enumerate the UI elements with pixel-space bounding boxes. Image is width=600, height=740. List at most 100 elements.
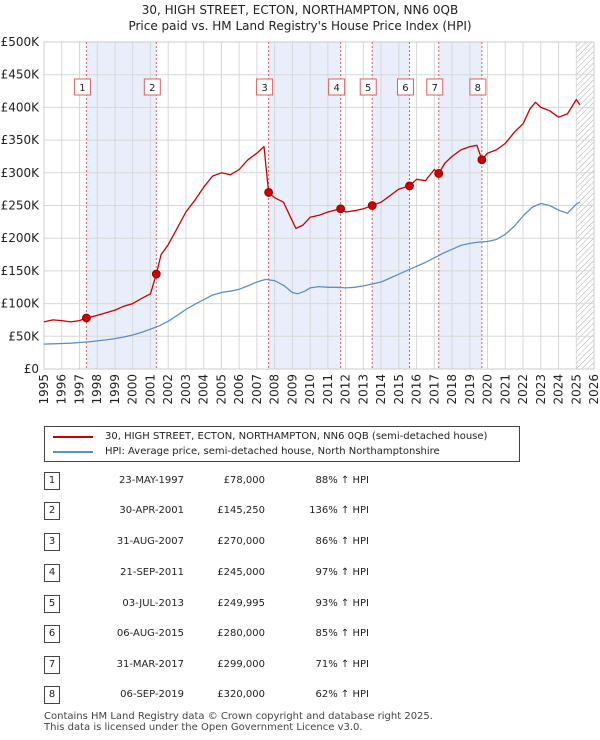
y-tick-label: £0: [24, 362, 39, 376]
sale-price: £245,000: [217, 567, 265, 578]
sale-date: 06-AUG-2015: [116, 628, 184, 639]
x-tick-label: 2006: [232, 374, 246, 405]
x-tick-label: 2025: [569, 374, 583, 405]
x-tick-label: 2023: [534, 374, 548, 405]
sale-hpi-change: 86% ↑ HPI: [315, 536, 369, 547]
sale-price: £270,000: [217, 536, 265, 547]
x-tick-label: 2018: [445, 374, 459, 405]
footer-copyright: Contains HM Land Registry data © Crown c…: [44, 711, 433, 722]
y-tick-label: £500K: [1, 35, 41, 49]
table-row: 1 23-MAY-1997 £78,000 88% ↑ HPI: [44, 472, 564, 490]
x-tick-label: 2004: [197, 374, 211, 405]
x-tick-label: 2019: [463, 374, 477, 405]
sale-number-badge: 7: [44, 656, 60, 674]
property-price-line: [43, 98, 581, 323]
x-tick-label: 1999: [108, 374, 122, 405]
sale-date: 31-MAR-2017: [116, 659, 184, 670]
sale-number-badge: 3: [44, 533, 60, 551]
sale-point: [82, 313, 91, 323]
y-tick-label: £250K: [1, 199, 41, 213]
sale-number-label: 2: [149, 83, 155, 94]
x-tick-label: 2021: [498, 374, 512, 405]
x-tick-label: 2005: [214, 374, 228, 405]
legend: 30, HIGH STREET, ECTON, NORTHAMPTON, NN6…: [44, 426, 520, 462]
x-tick-label: 2017: [427, 374, 441, 405]
sale-number-box: [143, 78, 161, 96]
x-tick-label: 2000: [126, 374, 140, 405]
x-tick-label: 1997: [72, 374, 86, 405]
plot-border: [43, 41, 595, 370]
sale-point: [367, 201, 377, 210]
y-tick-label: £450K: [1, 68, 41, 82]
sale-point: [336, 204, 346, 214]
sale-price: £145,250: [217, 505, 265, 516]
sale-number-label: 5: [365, 83, 371, 94]
legend-swatch-hpi: [53, 450, 93, 453]
sale-hpi-change: 71% ↑ HPI: [315, 659, 369, 670]
sale-point: [477, 155, 487, 165]
price-chart: £0 £50K £100K £150K £200K £250K £300K £350K £400…: [1, 35, 600, 405]
sale-date: 03-JUL-2013: [122, 598, 184, 609]
legend-label-property: 30, HIGH STREET, ECTON, NORTHAMPTON, NN6…: [105, 431, 488, 442]
legend-item-hpi: HPI: Average price, semi-detached house,…: [53, 446, 440, 457]
y-tick-label: £50K: [8, 329, 40, 343]
x-tick-label: 2012: [339, 374, 353, 405]
x-tick-label: 2013: [356, 374, 370, 405]
x-tick-label: 1995: [37, 374, 51, 405]
x-tick-label: 2024: [552, 374, 566, 405]
x-tick-label: 2002: [161, 374, 175, 405]
sale-price: £299,000: [217, 659, 265, 670]
sale-hpi-change: 85% ↑ HPI: [315, 628, 369, 639]
sale-point: [434, 169, 444, 178]
x-tick-label: 2026: [587, 374, 600, 405]
sale-date: 31-AUG-2007: [116, 536, 184, 547]
x-tick-label: 2009: [285, 374, 299, 405]
sale-hpi-change: 93% ↑ HPI: [315, 598, 369, 609]
sale-number-badge: 6: [44, 625, 60, 643]
sale-hpi-change: 62% ↑ HPI: [315, 689, 369, 700]
sale-date: 06-SEP-2019: [120, 689, 184, 700]
legend-item-property: 30, HIGH STREET, ECTON, NORTHAMPTON, NN6…: [53, 431, 487, 442]
x-tick-label: 2015: [392, 374, 406, 405]
x-tick-label: 2010: [303, 374, 317, 405]
sale-price: £249,995: [217, 598, 265, 609]
sale-number-label: 7: [432, 83, 438, 94]
x-tick-label: 2016: [410, 374, 424, 405]
y-tick-label: £300K: [1, 166, 41, 180]
sale-number-badge: 8: [44, 686, 60, 704]
sale-hpi-change: 88% ↑ HPI: [315, 475, 369, 486]
sale-price: £320,000: [217, 689, 265, 700]
sale-date: 21-SEP-2011: [120, 567, 184, 578]
table-row: 2 30-APR-2001 £145,250 136% ↑ HPI: [44, 502, 564, 520]
sale-number-box: [73, 78, 91, 96]
x-tick-label: 2001: [143, 374, 157, 405]
chart-title: 30, HIGH STREET, ECTON, NORTHAMPTON, NN6…: [141, 3, 459, 17]
table-row: 3 31-AUG-2007 £270,000 86% ↑ HPI: [44, 533, 564, 551]
sale-point: [405, 181, 414, 191]
legend-label-hpi: HPI: Average price, semi-detached house,…: [105, 446, 440, 457]
sale-number-label: 3: [261, 83, 267, 94]
sale-point: [151, 269, 161, 279]
y-tick-label: £350K: [1, 133, 41, 147]
table-row: 7 31-MAR-2017 £299,000 71% ↑ HPI: [44, 656, 564, 674]
sale-number-label: 1: [79, 83, 85, 94]
sale-number-box: [256, 78, 274, 96]
sale-number-badge: 4: [44, 564, 60, 582]
y-tick-label: £150K: [1, 264, 41, 278]
sale-number-badge: 1: [44, 472, 60, 490]
sale-number-label: 4: [333, 83, 339, 94]
y-tick-label: £100K: [1, 297, 41, 311]
table-row: 5 03-JUL-2013 £249,995 93% ↑ HPI: [44, 595, 564, 613]
sale-number-label: 6: [402, 83, 408, 94]
sale-price: £280,000: [217, 628, 265, 639]
sale-point: [264, 188, 274, 197]
table-row: 8 06-SEP-2019 £320,000 62% ↑ HPI: [44, 686, 564, 704]
x-tick-label: 2020: [481, 374, 495, 405]
x-tick-label: 1996: [55, 374, 69, 405]
x-tick-label: 2003: [179, 374, 193, 405]
y-tick-label: £200K: [1, 231, 41, 245]
sale-number-badge: 2: [44, 502, 60, 520]
x-tick-label: 2008: [268, 374, 282, 405]
sale-price: £78,000: [223, 475, 265, 486]
x-tick-label: 2011: [321, 374, 335, 405]
